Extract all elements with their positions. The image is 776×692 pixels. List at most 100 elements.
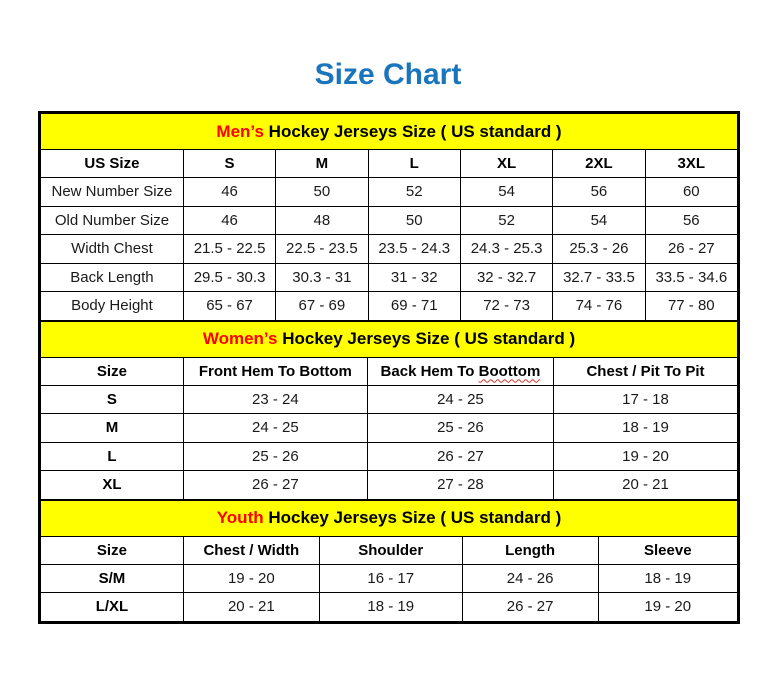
table-cell: 19 - 20 bbox=[182, 563, 320, 593]
table-cell: 20 - 21 bbox=[552, 470, 739, 500]
table-cell: 74 - 76 bbox=[552, 291, 646, 321]
table-cell: 25.3 - 26 bbox=[552, 234, 646, 264]
table-cell: 25 - 26 bbox=[182, 441, 368, 471]
table-cell: 18 - 19 bbox=[597, 563, 739, 593]
table-cell: 52 bbox=[459, 205, 554, 235]
misspelled-word: Boottom bbox=[478, 362, 541, 380]
youth-banner-row: Youth Hockey Jerseys Size ( US standard … bbox=[40, 499, 738, 537]
table-cell: 65 - 67 bbox=[182, 291, 277, 321]
youth-row: L/XL 20 - 21 18 - 19 26 - 27 19 - 20 bbox=[40, 592, 739, 622]
table-cell: 19 - 20 bbox=[552, 441, 739, 471]
mens-row: Back Length 29.5 - 30.3 30.3 - 31 31 - 32 32… bbox=[40, 262, 739, 292]
table-cell: 69 - 71 bbox=[367, 291, 461, 321]
youth-header-cell: Chest / Width bbox=[182, 535, 320, 565]
table-cell: 50 bbox=[275, 177, 369, 207]
table-cell: 54 bbox=[459, 177, 554, 207]
table-cell: 33.5 - 34.6 bbox=[644, 262, 739, 292]
table-cell: 32 - 32.7 bbox=[459, 262, 554, 292]
table-cell: 56 bbox=[552, 177, 646, 207]
womens-header-cell: Size bbox=[40, 356, 184, 386]
youth-size-table: Youth Hockey Jerseys Size ( US standard … bbox=[40, 499, 739, 622]
womens-header-cell: Back Hem To Boottom bbox=[366, 356, 554, 386]
table-cell: 46 bbox=[182, 177, 277, 207]
table-cell: 17 - 18 bbox=[552, 384, 739, 414]
womens-banner-text: Hockey Jerseys Size ( US standard ) bbox=[277, 329, 576, 348]
table-cell: 46 bbox=[182, 205, 277, 235]
table-cell: 16 - 17 bbox=[318, 563, 463, 593]
womens-header-cell: Front Hem To Bottom bbox=[182, 356, 368, 386]
table-cell: 50 bbox=[367, 205, 461, 235]
youth-banner-text: Hockey Jerseys Size ( US standard ) bbox=[263, 508, 562, 527]
table-cell: 32.7 - 33.5 bbox=[552, 262, 646, 292]
womens-row: XL 26 - 27 27 - 28 20 - 21 bbox=[40, 470, 739, 500]
table-cell: 67 - 69 bbox=[275, 291, 369, 321]
table-cell: 60 bbox=[644, 177, 739, 207]
womens-row: S 23 - 24 24 - 25 17 - 18 bbox=[40, 384, 739, 414]
mens-banner-text: Hockey Jerseys Size ( US standard ) bbox=[263, 121, 562, 141]
table-cell: 48 bbox=[275, 205, 369, 235]
table-cell: 54 bbox=[552, 205, 646, 235]
table-cell: L bbox=[40, 441, 184, 471]
mens-header-cell: 3XL bbox=[644, 149, 739, 178]
table-cell: 18 - 19 bbox=[318, 592, 463, 622]
table-cell: 77 - 80 bbox=[644, 291, 739, 321]
womens-size-table: Women’s Hockey Jerseys Size ( US standar… bbox=[40, 320, 739, 500]
table-cell: 26 - 27 bbox=[644, 234, 739, 264]
mens-row: Body Height 65 - 67 67 - 69 69 - 71 72 - 73 7… bbox=[40, 291, 739, 321]
table-cell: 56 bbox=[644, 205, 739, 235]
table-cell: 31 - 32 bbox=[367, 262, 461, 292]
mens-row: Old Number Size 46 48 50 52 54 56 bbox=[40, 205, 739, 235]
table-cell: 20 - 21 bbox=[182, 592, 320, 622]
womens-row: L 25 - 26 26 - 27 19 - 20 bbox=[40, 441, 739, 471]
womens-banner: Women’s Hockey Jerseys Size ( US standar… bbox=[40, 320, 738, 358]
table-cell: 72 - 73 bbox=[459, 291, 554, 321]
mens-banner: Men’s Hockey Jerseys Size ( US standard … bbox=[40, 113, 738, 150]
table-cell: 23 - 24 bbox=[182, 384, 368, 414]
youth-header-cell: Sleeve bbox=[597, 535, 739, 565]
table-cell: 19 - 20 bbox=[597, 592, 739, 622]
table-cell: 30.3 - 31 bbox=[275, 262, 369, 292]
womens-header-cell: Chest / Pit To Pit bbox=[552, 356, 739, 386]
mens-size-table: Men’s Hockey Jerseys Size ( US standard … bbox=[40, 113, 739, 321]
table-cell: 26 - 27 bbox=[461, 592, 599, 622]
mens-header-cell: L bbox=[367, 149, 461, 178]
mens-row: Width Chest 21.5 - 22.5 22.5 - 23.5 23.5 - … bbox=[40, 234, 739, 264]
size-chart-tables: Men’s Hockey Jerseys Size ( US standard … bbox=[38, 111, 740, 624]
table-cell: 24.3 - 25.3 bbox=[459, 234, 554, 264]
youth-banner-highlight: Youth bbox=[216, 508, 264, 527]
table-cell: 24 - 26 bbox=[461, 563, 599, 593]
youth-header-cell: Shoulder bbox=[318, 535, 463, 565]
table-cell: 27 - 28 bbox=[366, 470, 554, 500]
table-cell: 23.5 - 24.3 bbox=[367, 234, 461, 264]
mens-row: New Number Size 46 50 52 54 56 60 bbox=[40, 177, 739, 207]
table-cell: 22.5 - 23.5 bbox=[275, 234, 369, 264]
table-cell: L/XL bbox=[40, 592, 184, 622]
table-cell: 26 - 27 bbox=[182, 470, 368, 500]
table-cell: 24 - 25 bbox=[366, 384, 554, 414]
table-cell: Body Height bbox=[40, 291, 184, 321]
womens-row: M 24 - 25 25 - 26 18 - 19 bbox=[40, 413, 739, 443]
table-cell: 24 - 25 bbox=[182, 413, 368, 443]
youth-row: S/M 19 - 20 16 - 17 24 - 26 18 - 19 bbox=[40, 563, 739, 593]
table-cell: 29.5 - 30.3 bbox=[182, 262, 277, 292]
mens-banner-highlight: Men’s bbox=[216, 121, 264, 141]
table-cell: XL bbox=[40, 470, 184, 500]
mens-header-row: US Size S M L XL 2XL 3XL bbox=[40, 149, 739, 178]
table-cell: Back Length bbox=[40, 262, 184, 292]
mens-header-cell: S bbox=[182, 149, 277, 178]
table-cell: S bbox=[40, 384, 184, 414]
youth-header-row: Size Chest / Width Shoulder Length Sleeve bbox=[40, 535, 739, 565]
table-cell: S/M bbox=[40, 563, 184, 593]
table-cell: 26 - 27 bbox=[366, 441, 554, 471]
table-cell: Old Number Size bbox=[40, 205, 184, 235]
table-cell: 18 - 19 bbox=[552, 413, 739, 443]
youth-banner: Youth Hockey Jerseys Size ( US standard … bbox=[40, 499, 738, 537]
table-cell: M bbox=[40, 413, 184, 443]
mens-banner-row: Men’s Hockey Jerseys Size ( US standard … bbox=[40, 113, 738, 150]
youth-header-cell: Size bbox=[40, 535, 184, 565]
mens-header-cell: US Size bbox=[40, 149, 184, 178]
mens-header-cell: XL bbox=[459, 149, 554, 178]
page-title: Size Chart bbox=[314, 58, 462, 91]
table-cell: New Number Size bbox=[40, 177, 184, 207]
table-cell: Width Chest bbox=[40, 234, 184, 264]
